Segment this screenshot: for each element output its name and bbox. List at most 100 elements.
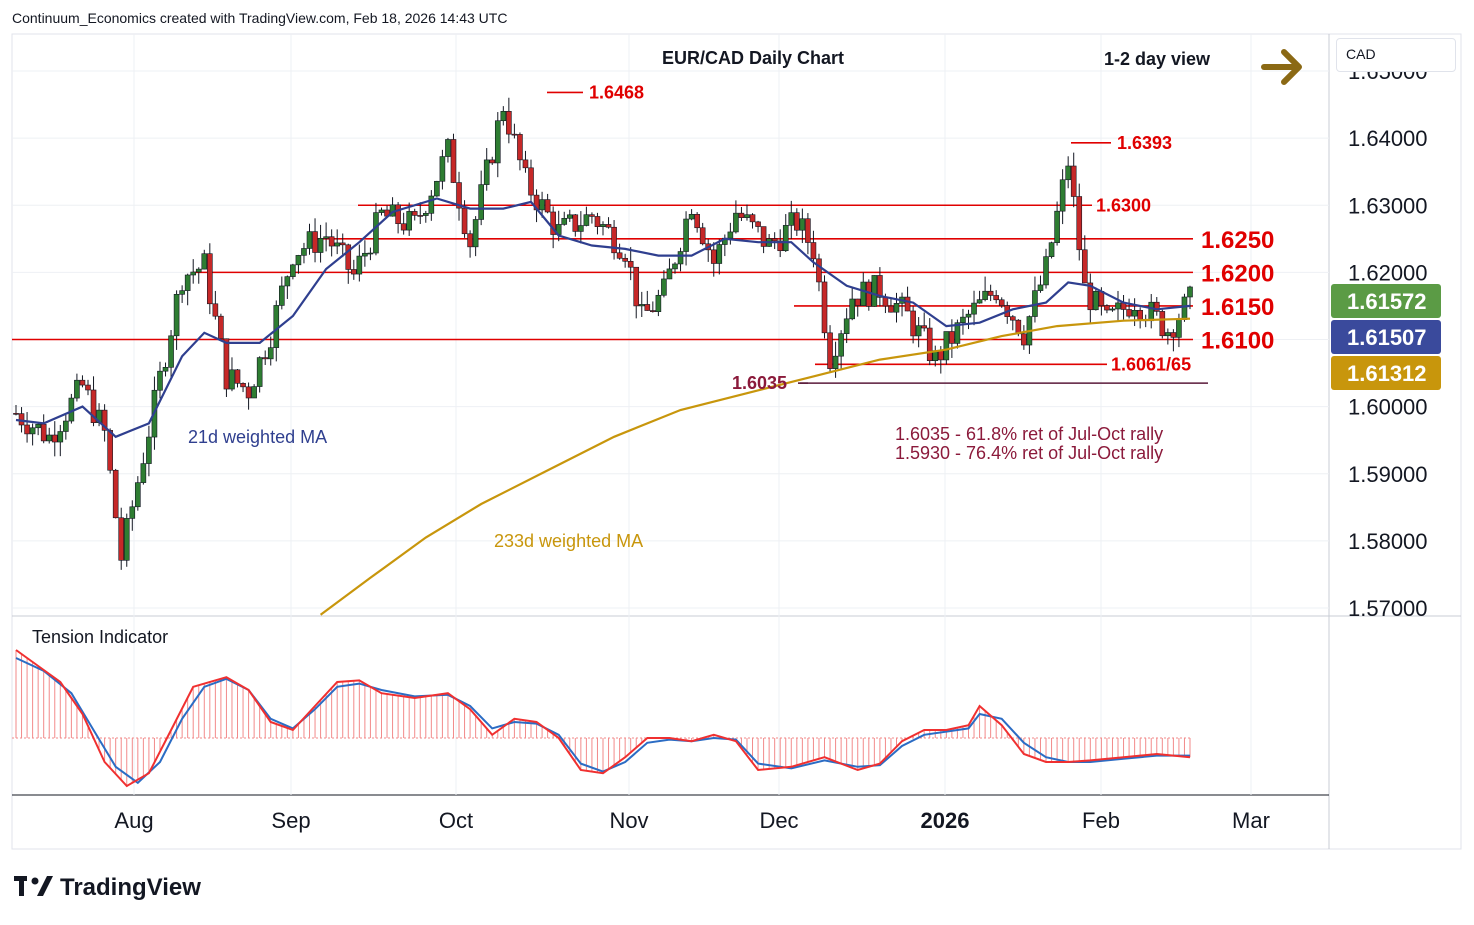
candle [1131,298,1138,327]
candle [63,414,69,440]
candle [506,97,512,144]
level-label: 1.6250 [1201,227,1274,254]
candle [173,290,180,350]
candle [566,209,573,222]
candle [744,204,750,221]
candle [1170,329,1177,352]
candle [35,423,41,436]
candle [921,312,927,332]
time-tick-label: Feb [1082,808,1120,833]
candle [51,421,58,457]
candle [24,412,30,443]
candle [622,253,628,268]
candle [904,286,911,312]
brand-name: TradingView [60,874,201,901]
candle [351,259,357,280]
candle [29,423,36,446]
candle [79,375,86,388]
candle [705,239,712,262]
candle [805,213,811,255]
candle [328,229,335,257]
candle [1126,298,1132,319]
level-label: 1.6100 [1201,328,1274,355]
candle [290,263,296,280]
candlesticks [13,97,1193,570]
candle [993,290,999,304]
candle [1093,287,1099,311]
candle [1109,306,1116,312]
candle [1009,315,1016,331]
candle [434,180,440,197]
note-76: 1.5930 - 76.4% ret of Jul-Oct rally [895,443,1163,463]
tradingview-logo-icon [14,876,53,896]
candle [655,289,662,317]
candle [716,239,723,275]
currency-selector[interactable] [1336,38,1456,72]
candle [561,211,568,226]
candle [1076,183,1083,261]
candle [406,202,412,236]
candle [284,275,291,299]
candle [771,232,778,250]
candle [1048,241,1055,259]
candle [417,202,424,224]
level-label: 1.6061/65 [1111,354,1191,374]
candle [201,249,208,270]
horizontal-levels[interactable] [12,91,1208,384]
candle [323,222,329,252]
candle [943,331,950,365]
ma233-line [319,317,1191,616]
candle [650,301,656,313]
time-tick-label: Mar [1232,808,1270,833]
candle [74,373,80,402]
candle [849,286,855,321]
attribution: Continuum_Economics created with Trading… [12,10,508,26]
candle [306,223,313,255]
candle [1037,275,1044,293]
candle [998,297,1005,308]
time-tick-label: Dec [759,808,798,833]
candle [400,212,407,235]
candle [456,171,462,221]
candle [129,500,136,531]
candle [467,230,473,258]
candle [627,247,634,281]
candle [85,379,91,396]
candle [1070,152,1077,208]
time-tick-label: Sep [271,808,310,833]
candle [295,254,302,274]
candle [218,313,224,340]
candle [301,242,307,264]
candle [157,361,163,399]
candle [932,345,939,367]
candle [738,206,745,221]
candle [583,206,590,227]
candle [262,350,268,365]
candle [339,233,346,258]
candle [794,208,800,236]
candle [229,357,235,392]
candle [899,292,905,317]
candle [1187,285,1193,310]
tension-histogram [12,650,1191,786]
candle [1043,248,1049,289]
candle [976,290,983,304]
candle [982,276,988,302]
price-tick-label: 1.62000 [1348,260,1428,285]
candle [46,427,53,444]
svg-text:1.61572: 1.61572 [1347,289,1427,314]
candle [866,279,872,311]
candle [666,258,673,280]
candle [766,234,772,247]
candle [494,112,501,178]
candle [312,218,318,263]
candle [888,298,894,313]
price-tags: 1.61572 1.61507 1.61312 [1331,284,1441,390]
candle [589,212,595,224]
candle [926,318,933,366]
price-tag: 1.61507 [1331,320,1441,354]
candle [1137,307,1143,329]
candle [854,298,861,317]
candle [644,290,651,311]
